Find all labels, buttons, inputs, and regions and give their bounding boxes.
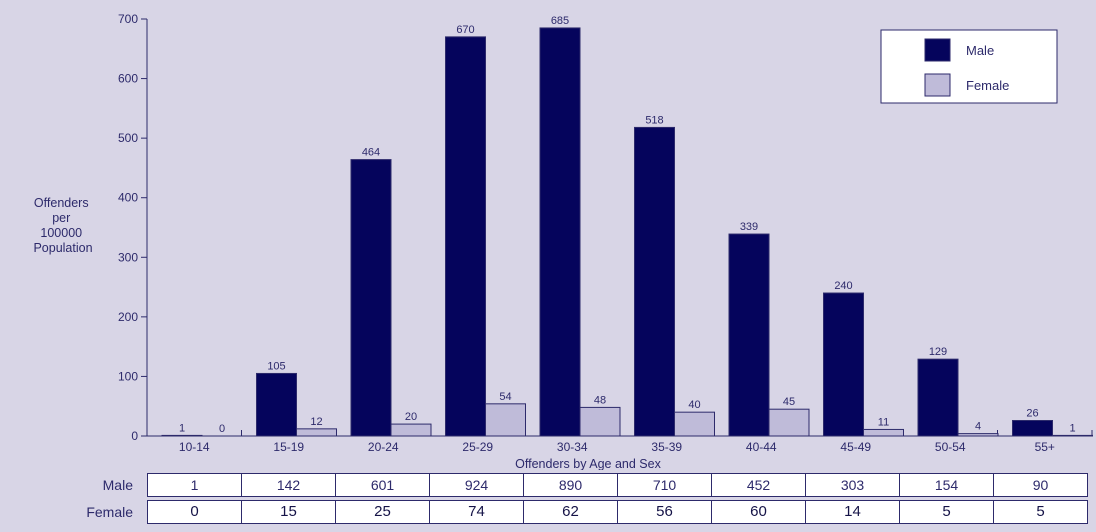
data-table: Male 1 142 601 924 890 710 452 303 154 9… — [0, 473, 1096, 527]
y-tick-label: 600 — [118, 72, 138, 86]
bar-female — [485, 403, 526, 437]
table-cell: 56 — [617, 501, 711, 523]
data-label-female: 12 — [310, 416, 322, 428]
bar-female — [296, 428, 337, 437]
table-cell: 60 — [711, 501, 805, 523]
data-label-female: 20 — [405, 411, 417, 423]
table-cell: 452 — [711, 474, 805, 496]
data-label-male: 105 — [267, 360, 285, 372]
x-tick-label: 20-24 — [368, 440, 399, 454]
table-cell: 15 — [241, 501, 335, 523]
table-cell: 601 — [335, 474, 429, 496]
legend: Male Female — [880, 29, 1058, 104]
data-label-male: 685 — [551, 15, 569, 27]
x-axis-title: Offenders by Age and Sex — [515, 457, 661, 470]
table-cell: 74 — [429, 501, 523, 523]
bar-female — [768, 408, 810, 437]
data-label-male: 240 — [834, 280, 852, 292]
bar-female — [957, 433, 999, 437]
data-label-female: 0 — [219, 423, 225, 435]
x-tick-label: 55+ — [1035, 440, 1055, 454]
table-cell: 303 — [805, 474, 899, 496]
table-row-female: Female 0 15 25 74 62 56 60 14 5 5 — [0, 500, 1096, 524]
legend-label-female: Female — [966, 78, 1009, 93]
data-label-male: 518 — [645, 114, 663, 126]
data-label-female: 4 — [975, 421, 981, 433]
row-cells-female: 0 15 25 74 62 56 60 14 5 5 — [147, 500, 1088, 524]
data-label-female: 48 — [594, 394, 606, 406]
bar-female — [1052, 434, 1093, 437]
bar-female — [390, 423, 432, 437]
table-cell: 924 — [429, 474, 523, 496]
row-label-female: Female — [86, 504, 133, 520]
x-tick-label: 10-14 — [179, 440, 210, 454]
x-tick-label: 45-49 — [840, 440, 871, 454]
bar-female — [674, 411, 715, 437]
data-label-male: 670 — [456, 24, 474, 36]
table-cell: 90 — [993, 474, 1087, 496]
table-cell: 142 — [241, 474, 335, 496]
table-cell: 62 — [523, 501, 617, 523]
bar-male — [445, 36, 486, 437]
bar-male — [350, 159, 392, 437]
legend-swatch-female — [924, 73, 951, 97]
bar-male — [256, 372, 297, 437]
data-label-female: 40 — [688, 399, 700, 411]
table-cell: 25 — [335, 501, 429, 523]
bar-male — [917, 358, 959, 437]
data-label-female: 1 — [1069, 422, 1075, 434]
table-cell: 890 — [523, 474, 617, 496]
data-label-male: 464 — [362, 147, 380, 159]
data-label-male: 1 — [179, 422, 185, 434]
table-cell: 154 — [899, 474, 993, 496]
table-cell: 0 — [190, 503, 199, 520]
x-tick-label: 50-54 — [935, 440, 966, 454]
y-tick-label: 200 — [118, 310, 138, 324]
table-cell: 1 — [190, 477, 199, 493]
data-label-male: 26 — [1026, 408, 1038, 420]
y-tick-label: 100 — [118, 369, 138, 383]
y-tick-label: 0 — [131, 429, 138, 443]
y-tick-label: 400 — [118, 191, 138, 205]
bar-male — [823, 292, 864, 437]
bar-male — [539, 27, 581, 437]
x-tick-label: 25-29 — [462, 440, 493, 454]
bar-male — [634, 126, 675, 437]
y-tick-label: 700 — [118, 12, 138, 26]
x-tick-label: 40-44 — [746, 440, 777, 454]
data-label-female: 54 — [499, 391, 511, 403]
data-label-male: 129 — [929, 346, 947, 358]
bar-male — [728, 233, 770, 437]
row-cells-male: 1 142 601 924 890 710 452 303 154 90 — [147, 473, 1088, 497]
data-label-female: 45 — [783, 396, 795, 408]
bar-male — [161, 434, 203, 437]
table-row-male: Male 1 142 601 924 890 710 452 303 154 9… — [0, 473, 1096, 497]
table-cell: 710 — [617, 474, 711, 496]
table-cell: 14 — [805, 501, 899, 523]
y-tick-label: 500 — [118, 131, 138, 145]
data-label-female: 11 — [878, 416, 889, 428]
bars — [161, 27, 1093, 437]
row-label-male: Male — [102, 477, 133, 493]
legend-label-male: Male — [966, 43, 994, 58]
data-labels: 1 0 105 12 464 20 670 54 685 48 518 40 339 45 240 11 129… — [179, 15, 1076, 435]
table-cell: 5 — [899, 501, 993, 523]
table-cell: 5 — [993, 501, 1087, 523]
y-axis: 0 100 200 300 400 500 600 700 — [118, 12, 148, 443]
bar-female — [579, 406, 621, 437]
bar-male — [1012, 420, 1053, 437]
x-tick-label: 30-34 — [557, 440, 588, 454]
y-tick-label: 300 — [118, 250, 138, 264]
x-tick-label: 35-39 — [651, 440, 682, 454]
x-tick-label: 15-19 — [273, 440, 304, 454]
data-label-male: 339 — [740, 221, 758, 233]
y-axis-title: Offenders per 100000 Population — [33, 196, 92, 255]
bar-female — [863, 428, 904, 437]
legend-swatch-male — [924, 38, 951, 62]
